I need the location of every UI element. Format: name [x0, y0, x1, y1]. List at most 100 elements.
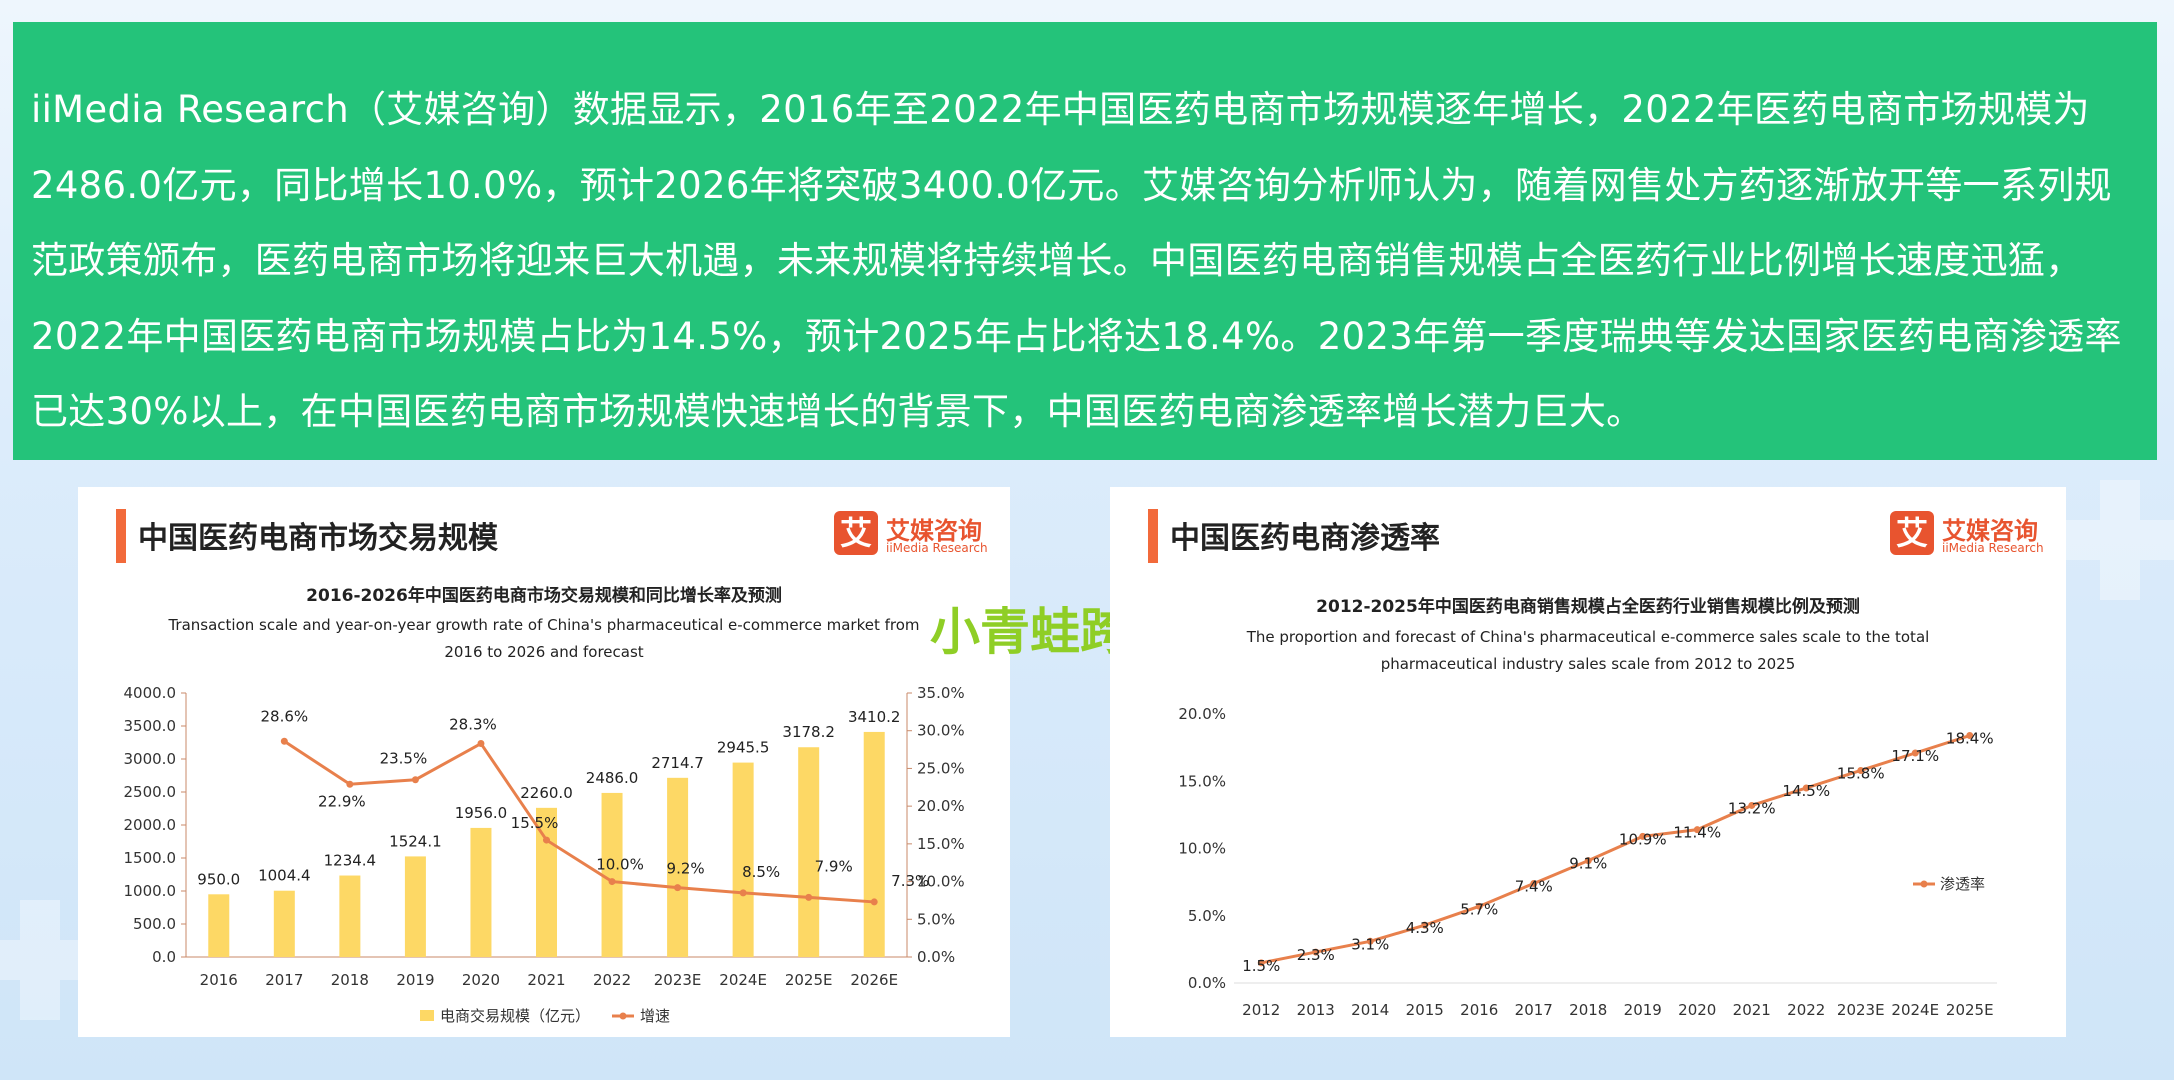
penetration-point — [1639, 832, 1647, 840]
bar-label: 1956.0 — [455, 804, 508, 822]
penetration-point — [1312, 948, 1320, 956]
chart-subtitle-line2: 2016 to 2026 and forecast — [444, 643, 643, 661]
chart-subtitle-line1: The proportion and forecast of China's p… — [1246, 628, 1930, 646]
penetration-card: 中国医药电商渗透率 艾 艾媒咨询 iiMedia Research 2012-2… — [1110, 487, 2066, 1037]
penetration-point — [1475, 902, 1483, 910]
bar — [339, 875, 361, 957]
y-tick-label: 2500.0 — [124, 783, 177, 801]
bar-label: 3178.2 — [782, 723, 835, 741]
chart-title: 2012-2025年中国医药电商销售规模占全医药行业销售规模比例及预测 — [1316, 596, 1860, 617]
penetration-line — [1260, 734, 1971, 965]
penetration-point — [1257, 959, 1265, 967]
bar — [798, 747, 820, 957]
growth-label: 7.9% — [815, 857, 853, 875]
x-tick-label: 2014 — [1351, 1001, 1389, 1019]
chart-title: 2016-2026年中国医药电商市场交易规模和同比增长率及预测 — [306, 585, 782, 606]
growth-label: 7.3% — [891, 872, 929, 890]
penetration-label: 9.1% — [1569, 855, 1607, 873]
penetration-point — [1966, 732, 1974, 740]
title-accent-bar — [116, 509, 126, 563]
bar — [601, 792, 623, 957]
growth-label: 9.2% — [667, 860, 705, 878]
chart-subtitle-line2: pharmaceutical industry sales scale from… — [1381, 655, 1796, 673]
bar-label: 1234.4 — [324, 852, 377, 870]
legend-line-marker — [619, 1012, 627, 1020]
bar — [273, 890, 295, 957]
y-tick-label: 2000.0 — [124, 816, 177, 834]
penetration-label: 18.4% — [1946, 730, 1994, 748]
x-tick-label: 2018 — [331, 971, 369, 989]
penetration-label: 3.1% — [1351, 935, 1389, 953]
x-tick-label: 2021 — [1733, 1001, 1771, 1019]
penetration-label: 13.2% — [1728, 799, 1776, 817]
penetration-label: 10.9% — [1619, 830, 1667, 848]
growth-point — [280, 737, 288, 745]
penetration-point — [1857, 766, 1865, 774]
bar-label: 3410.2 — [848, 708, 901, 726]
growth-point — [411, 776, 419, 784]
bar — [863, 731, 885, 957]
x-tick-label: 2024E — [1891, 1001, 1939, 1019]
growth-label: 22.9% — [318, 792, 366, 810]
penetration-label: 11.4% — [1673, 824, 1721, 842]
y-tick-label: 3500.0 — [124, 717, 177, 735]
legend-bar-label: 电商交易规模（亿元） — [440, 1007, 590, 1025]
penetration-label: 5.7% — [1460, 900, 1498, 918]
y2-tick-label: 20.0% — [917, 797, 965, 815]
growth-label: 28.3% — [449, 716, 497, 734]
penetration-point — [1748, 801, 1756, 809]
x-tick-label: 2018 — [1569, 1001, 1607, 1019]
x-tick-label: 2020 — [462, 971, 500, 989]
bar-label: 1524.1 — [389, 832, 442, 850]
penetration-point — [1802, 784, 1810, 792]
growth-label: 15.5% — [511, 814, 559, 832]
y2-tick-label: 10.0% — [917, 873, 965, 891]
growth-point — [739, 889, 747, 897]
x-tick-label: 2016 — [200, 971, 238, 989]
logo-cn: 艾媒咨询 — [886, 517, 982, 545]
growth-label: 8.5% — [742, 863, 780, 881]
logo-en: iiMedia Research — [1942, 541, 2044, 555]
y2-tick-label: 30.0% — [917, 722, 965, 740]
logo-en: iiMedia Research — [886, 541, 988, 555]
summary-text: iiMedia Research（艾媒咨询）数据显示，2016年至2022年中国… — [31, 88, 2122, 433]
bar — [404, 856, 426, 957]
x-tick-label: 2026E — [850, 971, 898, 989]
x-tick-label: 2019 — [396, 971, 434, 989]
growth-label: 23.5% — [380, 750, 428, 768]
penetration-label: 14.5% — [1782, 782, 1830, 800]
x-tick-label: 2017 — [1515, 1001, 1553, 1019]
y2-tick-label: 25.0% — [917, 759, 965, 777]
bar — [208, 894, 230, 957]
x-tick-label: 2019 — [1624, 1001, 1662, 1019]
iimedia-logo: 艾 艾媒咨询 iiMedia Research — [1890, 511, 2050, 561]
market-scale-card: 中国医药电商市场交易规模 艾 艾媒咨询 iiMedia Research 201… — [78, 487, 1010, 1037]
y-tick-label: 20.0% — [1178, 705, 1226, 723]
bar-label: 2260.0 — [520, 784, 573, 802]
penetration-point — [1693, 826, 1701, 834]
card-title: 中国医药电商市场交易规模 — [138, 521, 498, 556]
x-tick-label: 2022 — [593, 971, 631, 989]
legend-line-marker — [1920, 880, 1928, 888]
x-tick-label: 2017 — [265, 971, 303, 989]
y2-tick-label: 5.0% — [917, 910, 955, 928]
penetration-chart: 2012-2025年中国医药电商销售规模占全医药行业销售规模比例及预测 The … — [1178, 596, 1997, 1019]
x-tick-label: 2013 — [1297, 1001, 1335, 1019]
y-tick-label: 15.0% — [1178, 772, 1226, 790]
growth-point — [674, 884, 682, 892]
bar-label: 2945.5 — [717, 739, 770, 757]
logo-cn: 艾媒咨询 — [1942, 517, 2038, 545]
card-title: 中国医药电商渗透率 — [1170, 521, 1440, 556]
x-tick-label: 2015 — [1406, 1001, 1444, 1019]
penetration-label: 1.5% — [1242, 957, 1280, 975]
growth-point — [477, 740, 485, 748]
y-tick-label: 3000.0 — [124, 750, 177, 768]
growth-line — [283, 740, 875, 904]
penetration-label: 4.3% — [1406, 919, 1444, 937]
y-tick-label: 500.0 — [133, 915, 176, 933]
x-tick-label: 2023E — [654, 971, 702, 989]
bar-label: 950.0 — [197, 870, 240, 888]
summary-panel: iiMedia Research（艾媒咨询）数据显示，2016年至2022年中国… — [13, 22, 2157, 460]
growth-label: 10.0% — [596, 856, 644, 874]
penetration-label: 15.8% — [1837, 764, 1885, 782]
